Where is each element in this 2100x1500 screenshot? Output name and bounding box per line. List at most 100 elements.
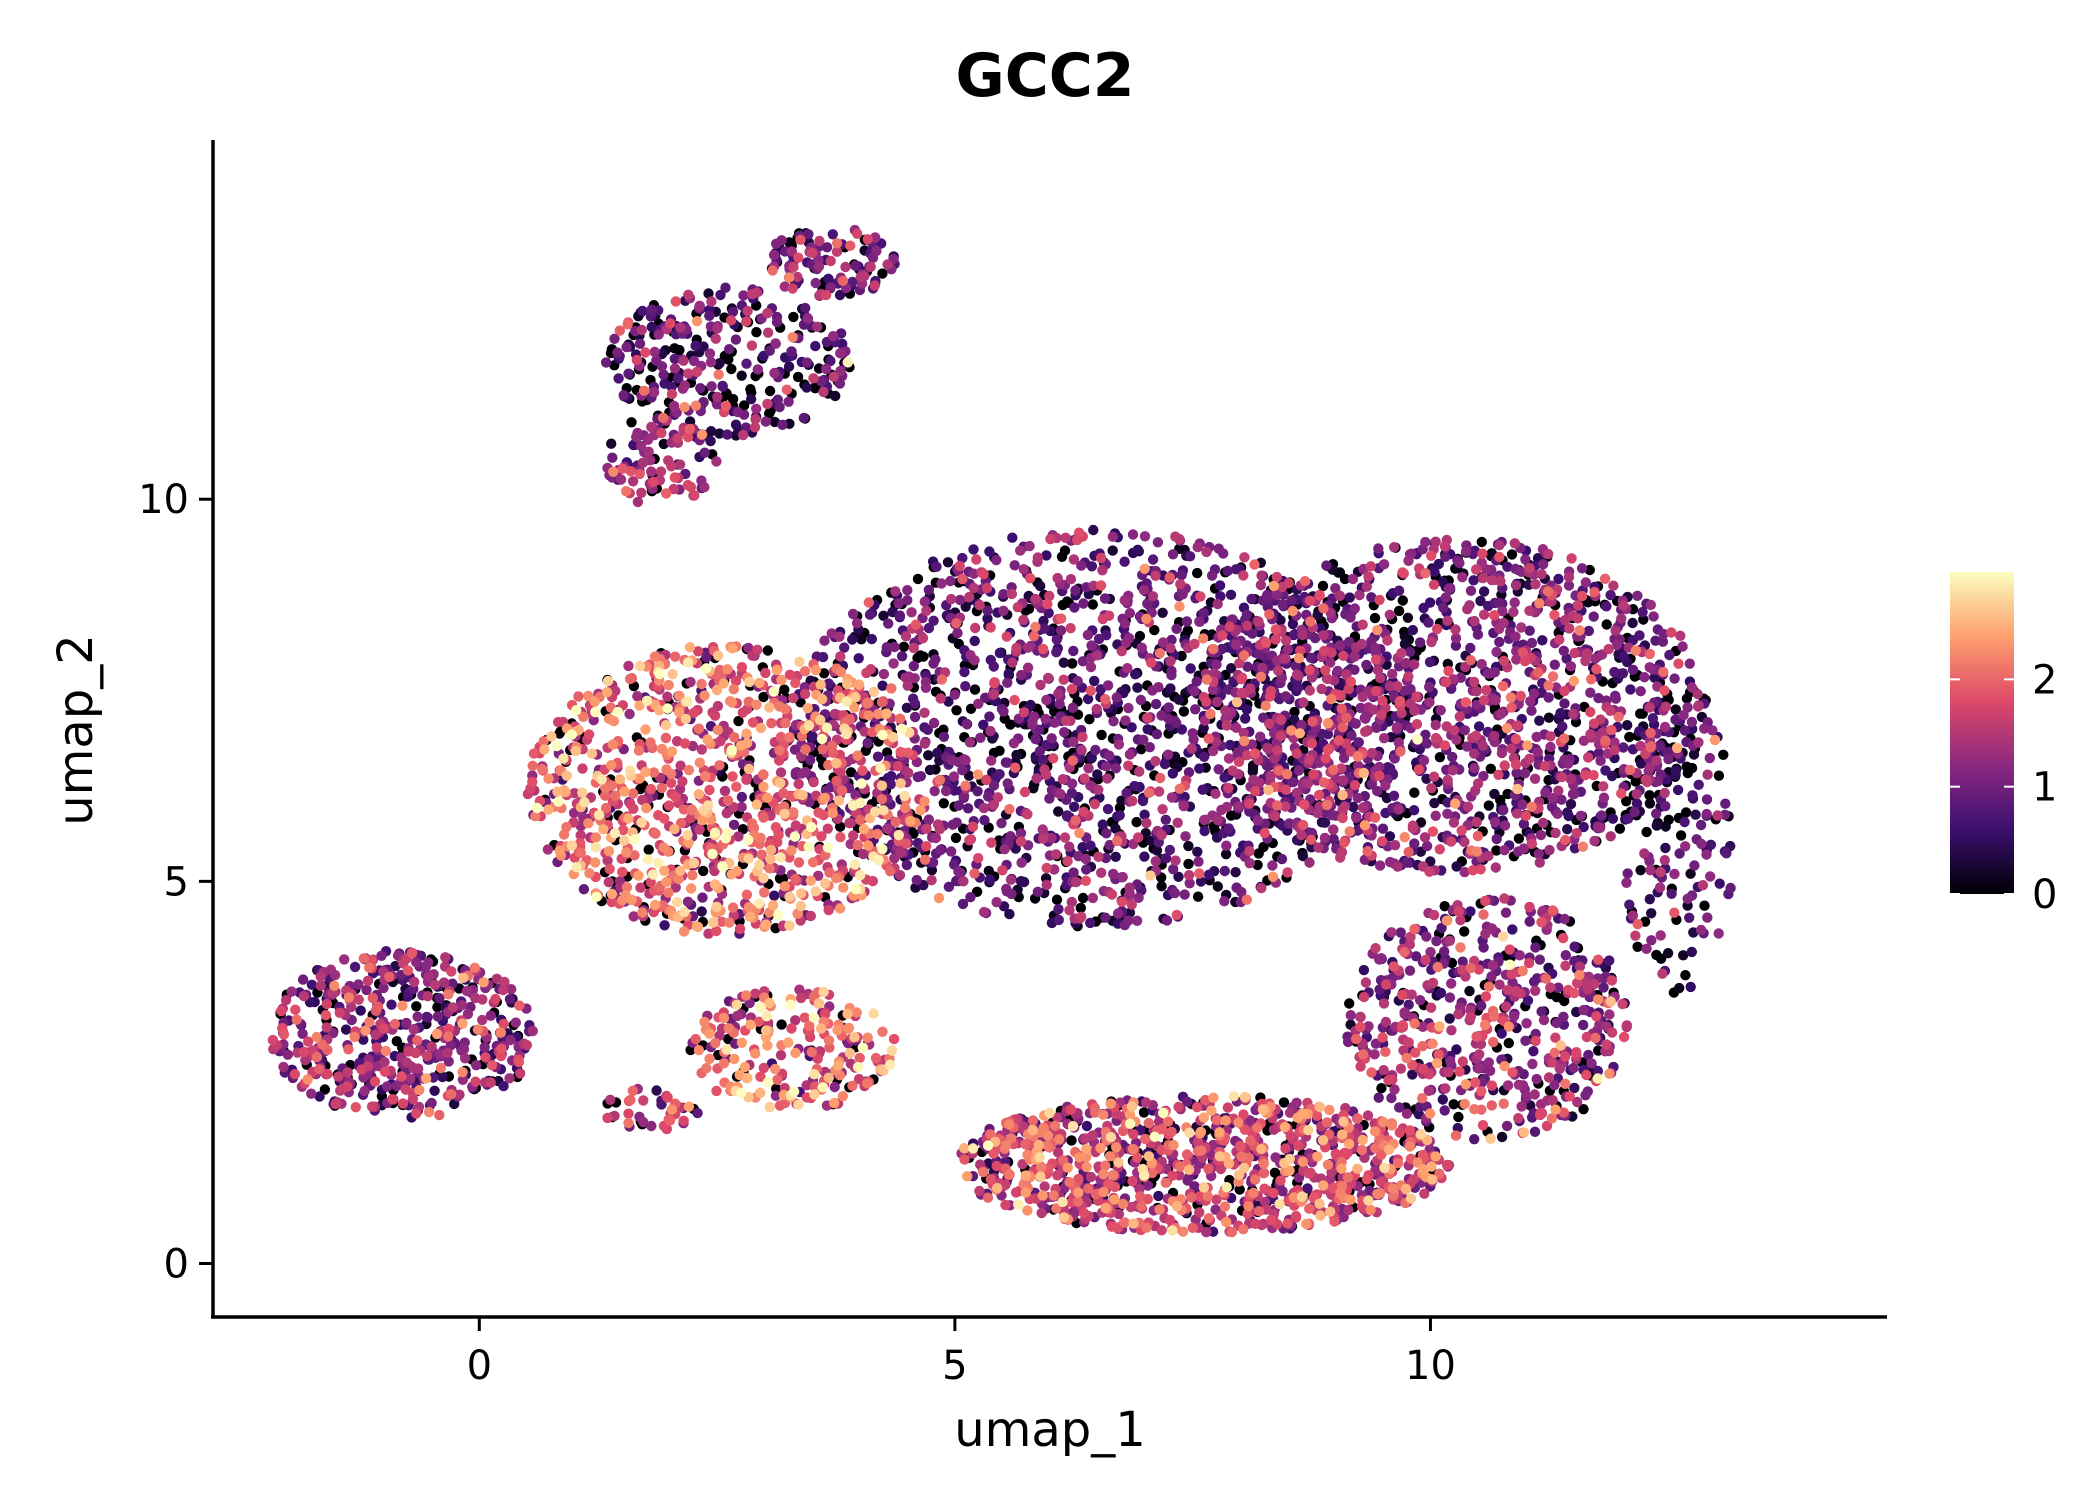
- scatter-point: [1219, 865, 1231, 877]
- scatter-point: [1151, 729, 1163, 740]
- scatter-point: [1097, 819, 1109, 830]
- scatter-point: [1674, 848, 1685, 859]
- scatter-point: [1680, 807, 1692, 818]
- scatter-point: [1361, 659, 1372, 671]
- scatter-point: [1511, 808, 1523, 819]
- scatter-point: [807, 731, 818, 742]
- scatter-point: [705, 426, 717, 437]
- scatter-point: [877, 680, 888, 691]
- scatter-point: [1018, 564, 1029, 575]
- scatter-point: [1725, 882, 1736, 894]
- scatter-point: [1686, 946, 1698, 958]
- scatter-point: [668, 400, 680, 412]
- scatter-point: [1556, 794, 1567, 805]
- scatter-point: [1526, 637, 1538, 649]
- scatter-point: [1635, 758, 1647, 769]
- scatter-point: [803, 229, 814, 240]
- scatter-point: [1193, 856, 1204, 867]
- scatter-point: [1142, 598, 1153, 609]
- scatter-point: [1641, 943, 1652, 954]
- scatter-point: [1384, 856, 1396, 868]
- scatter-point: [1055, 625, 1067, 636]
- scatter-point: [705, 357, 717, 368]
- scatter-point: [1130, 669, 1141, 680]
- scatter-point: [946, 593, 957, 605]
- scatter-point: [329, 969, 341, 981]
- scatter-point: [1614, 823, 1626, 834]
- scatter-point: [1631, 788, 1643, 800]
- scatter-point: [1138, 734, 1149, 745]
- scatter-point: [498, 1080, 509, 1092]
- scatter-point: [1124, 608, 1136, 619]
- scatter-point: [1041, 694, 1052, 706]
- scatter-point: [1167, 768, 1179, 779]
- scatter-point: [1208, 668, 1220, 679]
- scatter-point: [1658, 628, 1669, 640]
- scatter-point: [1559, 698, 1570, 709]
- scatter-point: [736, 791, 748, 803]
- scatter-point: [1644, 894, 1656, 905]
- scatter-point: [1578, 1004, 1589, 1016]
- scatter-point: [1132, 544, 1144, 555]
- scatter-point: [768, 249, 780, 261]
- scatter-point: [1670, 714, 1681, 725]
- scatter-point: [554, 728, 565, 739]
- scatter-point: [1046, 733, 1057, 744]
- scatter-point: [1503, 1037, 1515, 1049]
- scatter-point: [605, 1094, 616, 1106]
- scatter-point: [297, 1028, 308, 1040]
- scatter-point: [1659, 721, 1671, 733]
- scatter-point: [1376, 953, 1387, 964]
- scatter-point: [1415, 817, 1427, 828]
- scatter-point: [1076, 560, 1087, 571]
- scatter-point: [1389, 753, 1400, 764]
- scatter-point: [984, 711, 995, 722]
- scatter-point: [1351, 812, 1362, 823]
- scatter-point: [1659, 787, 1670, 799]
- scatter-point: [1099, 593, 1111, 604]
- scatter-point: [1399, 1009, 1411, 1020]
- scatter-point: [637, 305, 648, 317]
- scatter-point: [1065, 574, 1077, 585]
- scatter-point: [805, 754, 816, 766]
- scatter-point: [1003, 668, 1014, 679]
- scatter-point: [1380, 780, 1391, 791]
- scatter-point: [1440, 551, 1451, 562]
- scatter-point: [1704, 752, 1716, 764]
- scatter-point: [1486, 971, 1497, 982]
- scatter-point: [1127, 529, 1139, 540]
- scatter-point: [1100, 912, 1111, 923]
- scatter-point: [1332, 665, 1343, 677]
- scatter-point: [1182, 1175, 1193, 1186]
- scatter-point: [952, 627, 963, 639]
- scatter-point: [770, 1090, 782, 1101]
- scatter-point: [1122, 663, 1133, 674]
- scatter-point: [1349, 664, 1360, 675]
- scatter-point: [443, 1056, 454, 1067]
- scatter-point: [1357, 691, 1368, 703]
- scatter-point: [1369, 612, 1381, 624]
- scatter-point: [1057, 599, 1069, 611]
- scatter-point: [1693, 779, 1704, 790]
- scatter-point: [1198, 751, 1210, 762]
- scatter-point: [1447, 751, 1458, 763]
- scatter-point: [1349, 651, 1360, 662]
- scatter-point: [714, 358, 725, 369]
- scatter-point: [607, 452, 618, 463]
- scatter-point: [717, 381, 728, 392]
- scatter-point: [697, 892, 708, 903]
- scatter-point: [1002, 778, 1013, 789]
- scatter-point: [973, 698, 984, 709]
- scatter-point: [1338, 752, 1350, 764]
- scatter-point: [1272, 655, 1283, 667]
- scatter-point: [957, 898, 969, 910]
- scatter-point: [1447, 765, 1458, 776]
- scatter-point: [1645, 599, 1657, 611]
- scatter-point: [1083, 763, 1094, 774]
- scatter-point: [1068, 554, 1080, 565]
- scatter-point: [1507, 977, 1518, 988]
- scatter-point: [885, 779, 896, 790]
- scatter-point: [1480, 928, 1491, 940]
- scatter-point: [1430, 719, 1441, 731]
- scatter-point: [1635, 708, 1646, 719]
